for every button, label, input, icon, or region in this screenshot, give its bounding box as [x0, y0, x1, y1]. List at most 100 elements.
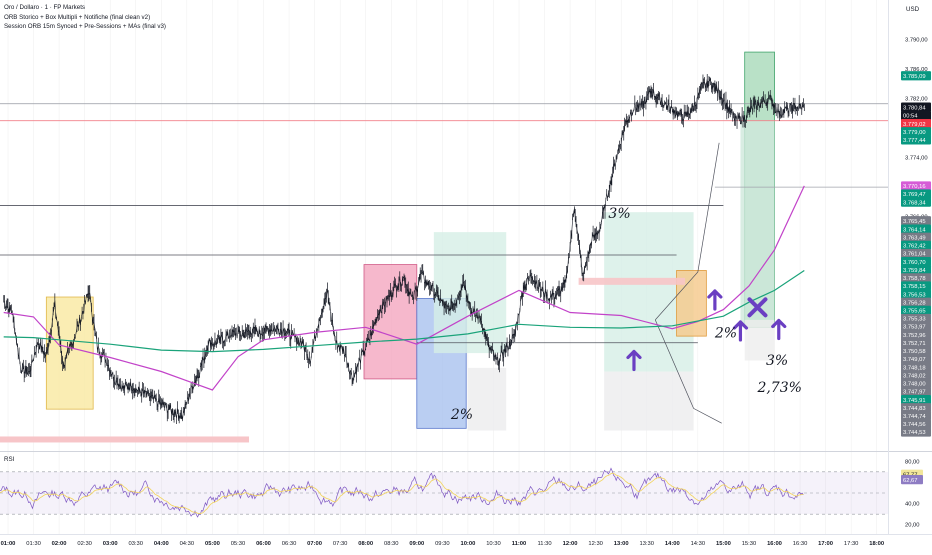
time-axis-label: 12:00 [563, 541, 578, 547]
price-tag-text: 3.762,42 [903, 244, 926, 250]
price-scale-label: 3.782,00 [905, 97, 928, 103]
time-axis-label: 05:30 [231, 541, 246, 547]
price-tag-bg [901, 378, 931, 388]
time-axis-label: 01:30 [26, 541, 41, 547]
horizontal-lines [0, 103, 888, 424]
price-tag-text: 3.748,18 [903, 365, 926, 371]
price-tag: 3.770,16 [901, 181, 931, 191]
price-tag-bg [901, 71, 931, 81]
price-tag-text: 3.779,00 [903, 130, 926, 136]
projection-up [655, 142, 720, 321]
price-tag: 3.764,14 [901, 224, 931, 234]
arrow-up-marker-icon [707, 289, 723, 311]
price-tag: 3.768,34 [901, 197, 931, 207]
price-tag-text: 3.777,44 [903, 138, 926, 144]
price-tag-bg [901, 370, 931, 380]
time-axis-label: 10:00 [460, 541, 475, 547]
price-tag-text: 3.785,09 [903, 74, 926, 80]
price-tag-text: 3.748,00 [903, 382, 926, 388]
ma-fast-line [3, 185, 805, 391]
arrow-up-marker-icon [771, 318, 787, 341]
price-tag: 00:54 [901, 110, 931, 121]
price-tag-text: 3.752,71 [903, 341, 926, 347]
price-tag: 3.747,97 [901, 386, 931, 397]
rsi-signal-line [0, 472, 804, 515]
price-tag-text: 3.749,07 [903, 357, 926, 363]
time-axis-label: 03:30 [128, 541, 143, 547]
price-tag-text: 3.759,84 [903, 268, 926, 274]
annotation-label: 2% [714, 326, 737, 342]
price-tag-bg [901, 354, 931, 364]
price-tag-bg [901, 411, 931, 421]
price-tag-bg [901, 181, 931, 191]
price-tag: 3.749,07 [901, 354, 931, 364]
price-series-layer [3, 74, 805, 424]
price-tag: 3.758,78 [901, 273, 931, 283]
price-tag: 3.765,45 [901, 216, 931, 226]
rsi-pane [0, 467, 888, 518]
indicator-session-label[interactable]: Session ORB 15m Synced + Pre-Sessions + … [4, 23, 166, 31]
price-tag-text: 3.779,02 [903, 122, 926, 128]
price-tag-text: 3.763,49 [903, 235, 926, 241]
price-tag: 3.755,33 [901, 313, 931, 324]
price-tag: 3.760,70 [901, 257, 931, 267]
price-tag-text: 3.744,74 [903, 414, 926, 420]
price-tag-bg [901, 224, 931, 234]
price-tag-text: 3.780,84 [903, 105, 926, 111]
price-tag-bg [901, 297, 931, 307]
price-tag: 3.745,91 [901, 394, 931, 405]
markers-layer [626, 289, 787, 372]
price-tag: 3.763,49 [901, 232, 931, 242]
currency-label[interactable]: USD [906, 6, 920, 13]
price-tag-text: 3.756,28 [903, 300, 926, 306]
time-axis-label: 02:30 [77, 541, 92, 547]
price-tag-text: 3.755,33 [903, 317, 926, 323]
box-resistance-zone [578, 277, 686, 285]
price-tag-bg [901, 119, 931, 129]
price-tag: 3.744,74 [901, 411, 931, 421]
price-tag: 3.780,84 [901, 102, 931, 112]
box-target-down-1 [467, 367, 507, 431]
price-tag-bg [901, 386, 931, 397]
cross-marker-icon [747, 297, 768, 318]
symbol-title[interactable]: Oro / Dollaro · 1 · FP Markets [4, 4, 86, 11]
time-axis-label: 13:00 [614, 541, 629, 547]
rsi-line [0, 467, 804, 518]
price-tag-bg [901, 135, 931, 145]
cross-shape [747, 297, 768, 318]
price-tag-text: 3.745,91 [903, 398, 926, 404]
arrow-up-marker-icon [732, 320, 749, 342]
box-london-range [363, 264, 418, 380]
rsi-tag: 62,67 [901, 475, 923, 485]
price-tag-bg [901, 403, 931, 413]
time-axis-label: 16:30 [793, 541, 808, 547]
rsi-tag-bg [901, 475, 923, 485]
rsi-scale-label: 80,00 [905, 459, 920, 465]
moving-averages-layer [3, 185, 805, 391]
price-tag-text: 3.747,97 [903, 390, 926, 396]
price-tag-bg [901, 197, 931, 207]
price-tag-text: 3.770,16 [903, 184, 926, 190]
box-asian-range [45, 296, 94, 410]
time-axis-label: 11:00 [512, 541, 527, 547]
time-axis-label: 09:30 [435, 541, 450, 547]
price-tag-bg [901, 427, 931, 437]
price-tag-bg [901, 248, 931, 259]
time-axis-label: 08:30 [384, 541, 399, 547]
price-tag-bg [901, 265, 931, 275]
annotations-layer: 3% 2% 2% 3% 2,73% [450, 206, 802, 423]
price-tag: 3.748,00 [901, 378, 931, 388]
price-tag-bg [901, 346, 931, 356]
rsi-scale-label: 40,00 [905, 502, 920, 508]
price-tag: 3.758,15 [901, 281, 931, 291]
ma-slow-line [3, 270, 805, 353]
time-axis-label: 07:00 [307, 541, 322, 547]
price-tag: 3.756,53 [901, 289, 931, 299]
price-tag-text: 3.744,56 [903, 422, 926, 428]
indicator-orb-label[interactable]: ORB Storico + Box Multipli + Notifiche (… [4, 13, 151, 21]
price-tag-text: 3.748,02 [903, 373, 926, 379]
rsi-label[interactable]: RSI [4, 456, 15, 463]
box-target-down-2 [604, 371, 694, 431]
